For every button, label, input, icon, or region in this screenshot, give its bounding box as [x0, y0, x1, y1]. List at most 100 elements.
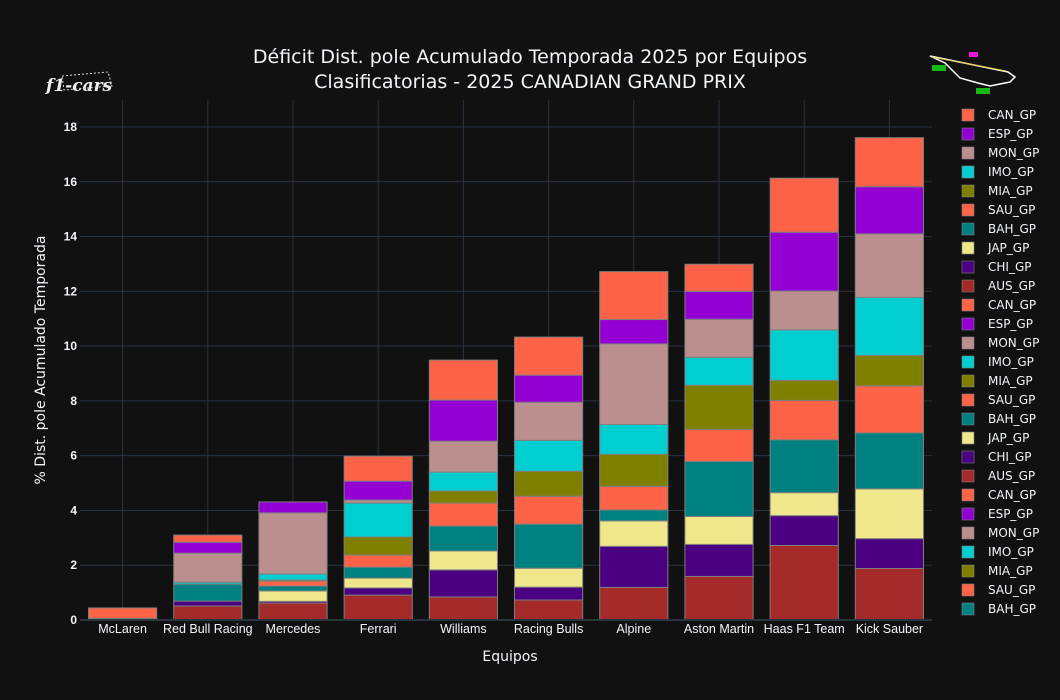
bar-segment-imo-gp[interactable] — [258, 573, 328, 581]
bar-segment-imo-gp[interactable] — [684, 356, 754, 386]
bar-segment-bah-gp[interactable] — [343, 566, 413, 579]
bar-segment-can-gp[interactable] — [343, 455, 413, 482]
bar-segment-aus-gp[interactable] — [428, 596, 498, 621]
bar-segment-bah-gp[interactable] — [854, 432, 924, 490]
bar-segment-chi-gp[interactable] — [769, 515, 839, 547]
legend-item[interactable]: CAN_GP — [961, 108, 1036, 122]
legend-item[interactable]: SAU_GP — [961, 203, 1035, 217]
bar-segment-can-gp[interactable] — [88, 607, 158, 619]
legend-item[interactable]: AUS_GP — [961, 469, 1035, 483]
bar-segment-esp-gp[interactable] — [854, 186, 924, 235]
bar-segment-jap-gp[interactable] — [854, 488, 924, 540]
bar-segment-chi-gp[interactable] — [428, 569, 498, 598]
legend-item[interactable]: BAH_GP — [961, 412, 1036, 426]
bar-segment-jap-gp[interactable] — [343, 577, 413, 589]
bar-segment-sau-gp[interactable] — [854, 385, 924, 434]
legend-item[interactable]: CHI_GP — [961, 260, 1031, 274]
bar-segment-can-gp[interactable] — [599, 271, 669, 321]
bar-segment-mia-gp[interactable] — [854, 354, 924, 387]
bar-segment-can-gp[interactable] — [428, 359, 498, 401]
legend-item[interactable]: AUS_GP — [961, 279, 1035, 293]
bar-segment-mia-gp[interactable] — [343, 536, 413, 556]
bar-segment-aus-gp[interactable] — [343, 594, 413, 621]
bar-segment-chi-gp[interactable] — [684, 543, 754, 577]
legend-item[interactable]: ESP_GP — [961, 507, 1033, 521]
bar-segment-mon-gp[interactable] — [258, 512, 328, 575]
bar-segment-bah-gp[interactable] — [173, 583, 243, 602]
bar-segment-jap-gp[interactable] — [599, 520, 669, 547]
bar-segment-esp-gp[interactable] — [343, 480, 413, 501]
bar-segment-esp-gp[interactable] — [684, 290, 754, 320]
bar-segment-can-gp[interactable] — [769, 177, 839, 233]
bar-segment-sau-gp[interactable] — [343, 554, 413, 568]
bar-segment-imo-gp[interactable] — [769, 329, 839, 381]
bar-segment-mon-gp[interactable] — [769, 290, 839, 331]
legend-item[interactable]: JAP_GP — [961, 431, 1029, 445]
bar-segment-bah-gp[interactable] — [684, 460, 754, 517]
bar-segment-aus-gp[interactable] — [854, 568, 924, 621]
bar-segment-sau-gp[interactable] — [684, 428, 754, 462]
bar-segment-sau-gp[interactable] — [428, 502, 498, 527]
bar-segment-aus-gp[interactable] — [769, 545, 839, 621]
legend-item[interactable]: BAH_GP — [961, 602, 1036, 616]
bar-segment-esp-gp[interactable] — [599, 319, 669, 345]
legend-item[interactable]: MON_GP — [961, 526, 1039, 540]
bar-segment-aus-gp[interactable] — [514, 599, 584, 621]
bar-segment-imo-gp[interactable] — [599, 423, 669, 455]
bar-segment-mon-gp[interactable] — [684, 318, 754, 358]
bar-segment-mon-gp[interactable] — [854, 233, 924, 298]
legend-item[interactable]: BAH_GP — [961, 222, 1036, 236]
legend-item[interactable]: ESP_GP — [961, 317, 1033, 331]
bar-segment-bah-gp[interactable] — [428, 525, 498, 552]
bar-segment-imo-gp[interactable] — [514, 439, 584, 472]
bar-segment-mon-gp[interactable] — [599, 343, 669, 425]
bar-segment-jap-gp[interactable] — [428, 550, 498, 571]
bar-segment-sau-gp[interactable] — [599, 485, 669, 511]
bar-segment-sau-gp[interactable] — [769, 399, 839, 441]
bar-segment-sau-gp[interactable] — [258, 580, 328, 587]
legend-item[interactable]: SAU_GP — [961, 583, 1035, 597]
legend-item[interactable]: SAU_GP — [961, 393, 1035, 407]
bar-segment-chi-gp[interactable] — [854, 538, 924, 570]
bar-segment-imo-gp[interactable] — [428, 471, 498, 492]
bar-segment-can-gp[interactable] — [854, 137, 924, 188]
bar-segment-aus-gp[interactable] — [599, 586, 669, 621]
legend-item[interactable]: MIA_GP — [961, 184, 1033, 198]
bar-segment-jap-gp[interactable] — [769, 492, 839, 517]
bar-segment-esp-gp[interactable] — [514, 374, 584, 403]
bar-segment-can-gp[interactable] — [684, 263, 754, 292]
bar-segment-esp-gp[interactable] — [769, 231, 839, 292]
bar-segment-sau-gp[interactable] — [514, 495, 584, 525]
bar-segment-esp-gp[interactable] — [173, 541, 243, 554]
bar-segment-jap-gp[interactable] — [258, 590, 328, 602]
bar-segment-jap-gp[interactable] — [514, 567, 584, 588]
bar-segment-chi-gp[interactable] — [343, 587, 413, 596]
bar-segment-aus-gp[interactable] — [258, 602, 328, 621]
bar-segment-bah-gp[interactable] — [258, 585, 328, 592]
legend-item[interactable]: MON_GP — [961, 336, 1039, 350]
bar-segment-mia-gp[interactable] — [769, 379, 839, 401]
legend-item[interactable]: CAN_GP — [961, 298, 1036, 312]
bar-segment-mia-gp[interactable] — [599, 453, 669, 487]
bar-segment-can-gp[interactable] — [514, 336, 584, 376]
bar-segment-mia-gp[interactable] — [428, 490, 498, 504]
bar-segment-can-gp[interactable] — [173, 534, 243, 543]
legend-item[interactable]: IMO_GP — [961, 545, 1034, 559]
bar-segment-mon-gp[interactable] — [514, 401, 584, 441]
bar-segment-mon-gp[interactable] — [173, 552, 243, 583]
bar-segment-aus-gp[interactable] — [173, 605, 243, 621]
legend-item[interactable]: CHI_GP — [961, 450, 1031, 464]
bar-segment-chi-gp[interactable] — [514, 586, 584, 601]
legend-item[interactable]: MIA_GP — [961, 564, 1033, 578]
legend-item[interactable]: IMO_GP — [961, 355, 1034, 369]
bar-segment-chi-gp[interactable] — [599, 545, 669, 588]
legend-item[interactable]: ESP_GP — [961, 127, 1033, 141]
legend-item[interactable]: JAP_GP — [961, 241, 1029, 255]
legend-item[interactable]: CAN_GP — [961, 488, 1036, 502]
bar-segment-jap-gp[interactable] — [684, 515, 754, 545]
legend-item[interactable]: IMO_GP — [961, 165, 1034, 179]
bar-segment-aus-gp[interactable] — [684, 575, 754, 621]
bar-segment-bah-gp[interactable] — [599, 509, 669, 522]
legend-item[interactable]: MON_GP — [961, 146, 1039, 160]
bar-segment-mon-gp[interactable] — [428, 440, 498, 473]
